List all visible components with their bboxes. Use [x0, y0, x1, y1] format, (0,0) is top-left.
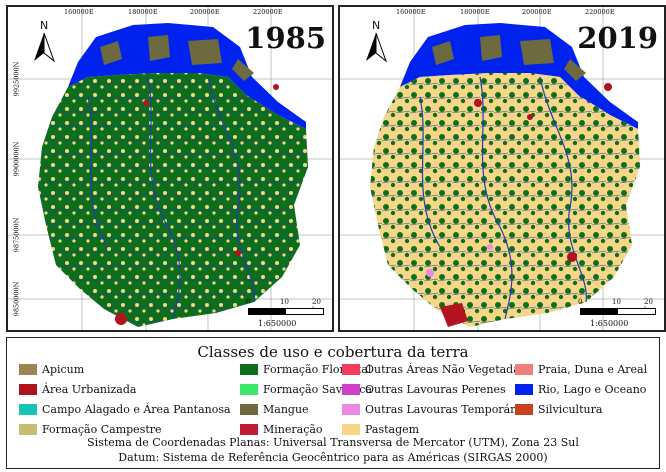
scale-ratio: 1:650000 [590, 319, 629, 328]
ocean-area [400, 23, 638, 129]
swatch-mangrove [240, 403, 258, 415]
legend-item-grassland: Formação Campestre [19, 422, 162, 436]
year-label: 1985 [245, 21, 326, 55]
x-tick-label: 160000E [396, 8, 426, 16]
map-panel-1985: 160000E 180000E 200000E 220000E 9925000N… [6, 5, 334, 332]
legend-label: Praia, Duna e Areal [538, 362, 648, 376]
rivers [419, 76, 587, 320]
legend-item-temporary: Outras Lavouras Temporárias [342, 402, 531, 416]
legend-label: Mangue [263, 402, 309, 416]
scale-mid: 10 [612, 298, 621, 306]
swatch-temporary [342, 403, 360, 415]
north-arrow: N [30, 19, 58, 65]
legend-item-mining: Mineração [240, 422, 323, 436]
legend-label: Apicum [42, 362, 85, 376]
legend-item-non-vegetated: Outras Áreas Não Vegetadas [342, 362, 525, 376]
rivers [87, 76, 255, 320]
swatch-water [515, 383, 533, 395]
y-tick-label: 9850000N [12, 281, 21, 317]
legend-label: Pastagem [365, 422, 420, 436]
legend-label: Mineração [263, 422, 323, 436]
swatch-forest [240, 363, 258, 375]
north-arrow-icon [366, 32, 388, 63]
legend-item-beach: Praia, Duna e Areal [515, 362, 647, 376]
legend-item-apicum: Apicum [19, 362, 84, 376]
scale-bar: 0 10 20 km 1:650000 [246, 298, 330, 330]
mangrove-patches [100, 35, 254, 81]
scale-mid: 10 [280, 298, 289, 306]
legend-item-mangrove: Mangue [240, 402, 309, 416]
y-tick-label: 9875000N [12, 217, 21, 253]
swatch-grassland [19, 423, 37, 435]
coordinate-system-note: Sistema de Coordenadas Planas: Universal… [87, 436, 579, 449]
north-arrow: N [362, 19, 390, 65]
mangrove-patches [432, 35, 586, 81]
y-tick-label: 9900000N [12, 141, 21, 177]
north-label: N [372, 19, 381, 32]
legend-item-perennial: Outras Lavouras Perenes [342, 382, 506, 396]
swatch-pasture [342, 423, 360, 435]
scale-bar-graphic [248, 308, 324, 315]
swatch-beach [515, 363, 533, 375]
swatch-perennial [342, 383, 360, 395]
swatch-wetland [19, 403, 37, 415]
land-cover-map-2019 [340, 7, 664, 330]
legend-item-pasture: Pastagem [342, 422, 419, 436]
legend-label: Área Urbanizada [42, 382, 137, 396]
land-area [38, 73, 308, 327]
legend-label: Rio, Lago e Oceano [538, 382, 647, 396]
legend-label: Outras Lavouras Perenes [365, 382, 506, 396]
swatch-savanna [240, 383, 258, 395]
north-arrow-icon [34, 32, 56, 63]
urban-areas [440, 83, 612, 327]
x-tick-label: 160000E [64, 8, 94, 16]
year-label: 2019 [577, 21, 658, 55]
x-tick-label: 200000E [190, 8, 220, 16]
legend-box: Classes de uso e cobertura da terra Apic… [6, 337, 660, 469]
scale-zero: 0 [246, 298, 251, 306]
legend-label: Outras Áreas Não Vegetadas [365, 362, 526, 376]
x-tick-label: 180000E [128, 8, 158, 16]
x-tick-label: 200000E [522, 8, 552, 16]
y-tick-label: 9925000N [12, 61, 21, 97]
legend-label: Campo Alagado e Área Pantanosa [42, 402, 231, 416]
legend-item-wetland: Campo Alagado e Área Pantanosa [19, 402, 231, 416]
land-area [370, 73, 640, 327]
legend-item-urban: Área Urbanizada [19, 382, 136, 396]
legend-item-silviculture: Silvicultura [515, 402, 602, 416]
legend-label: Silvicultura [538, 402, 603, 416]
x-tick-label: 180000E [460, 8, 490, 16]
legend-label: Outras Lavouras Temporárias [365, 402, 532, 416]
scale-zero: 0 [578, 298, 583, 306]
legend-item-water: Rio, Lago e Oceano [515, 382, 646, 396]
land-cover-map-1985 [8, 7, 332, 330]
scale-bar-graphic [580, 308, 656, 315]
swatch-apicum [19, 363, 37, 375]
urban-areas [115, 84, 279, 325]
scale-bar: 0 10 20 km 1:650000 [578, 298, 662, 330]
legend-title: Classes de uso e cobertura da terra [197, 343, 469, 361]
swatch-mining [240, 423, 258, 435]
ocean-area [68, 23, 306, 129]
swatch-non-vegetated [342, 363, 360, 375]
north-label: N [40, 19, 49, 32]
x-tick-label: 220000E [253, 8, 283, 16]
swatch-silviculture [515, 403, 533, 415]
datum-note: Datum: Sistema de Referência Geocêntrico… [118, 451, 548, 464]
x-tick-label: 220000E [585, 8, 615, 16]
scale-ratio: 1:650000 [258, 319, 297, 328]
temporary-crop-patches [426, 244, 493, 277]
swatch-urban [19, 383, 37, 395]
legend-label: Formação Campestre [42, 422, 162, 436]
map-panel-2019: 160000E 180000E 200000E 220000E N 2019 0… [338, 5, 666, 332]
